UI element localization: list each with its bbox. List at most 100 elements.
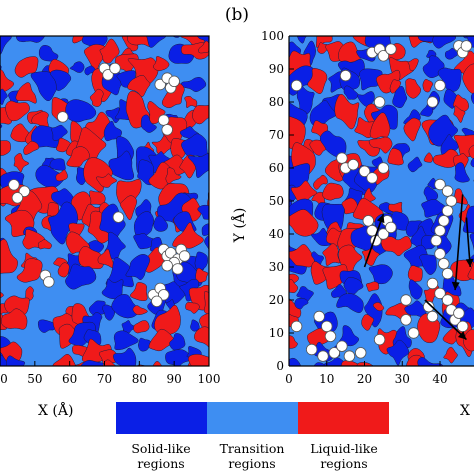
legend-swatch-solid xyxy=(116,402,207,434)
left-map-xtick-label-3: 80 xyxy=(132,372,147,386)
left-map-liquid-region-76 xyxy=(13,153,30,173)
right-map-solid-region-39 xyxy=(343,85,359,100)
left-map-atom-26 xyxy=(151,295,163,308)
right-map-liquid-region-145 xyxy=(407,265,423,282)
left-map-liquid-region-184 xyxy=(154,304,181,336)
left-map-liquid-region-25 xyxy=(153,56,170,72)
left-map-liquid-region-149 xyxy=(16,258,43,283)
right-map-solid-region-130 xyxy=(469,232,474,251)
right-map-atom-33 xyxy=(441,267,454,280)
left-map-solid-region-204 xyxy=(5,355,26,366)
legend-swatch-transition xyxy=(207,402,298,434)
left-map-liquid-region-157 xyxy=(0,291,4,299)
right-map-xtick-label-4: 40 xyxy=(432,372,447,386)
right-map-solid-region-188 xyxy=(313,362,326,366)
right-map-liquid-region-36 xyxy=(462,63,474,95)
right-map-ytick-label-9: 90 xyxy=(269,62,284,76)
left-map-atom-1 xyxy=(18,185,31,198)
right-map-atom-11 xyxy=(290,79,303,92)
right-map-liquid-region-76 xyxy=(387,148,404,166)
right-map-atom-54 xyxy=(290,320,303,333)
legend-label-transition-line1: Transition xyxy=(220,441,285,456)
right-map-solid-region-187 xyxy=(298,367,314,383)
right-map-liquid-region-107 xyxy=(388,201,403,214)
legend-label-solid-line2: regions xyxy=(137,456,184,471)
right-map-liquid-region-22 xyxy=(407,58,419,71)
legend-swatch-liquid xyxy=(298,402,389,434)
right-map-liquid-region-172 xyxy=(289,335,298,349)
right-map-solid-region-45 xyxy=(470,92,474,105)
right-map-solid-region-193 xyxy=(417,357,444,366)
left-map-solid-region-0 xyxy=(0,36,12,56)
right-map-atom-12 xyxy=(336,152,348,164)
left-map-liquid-region-208 xyxy=(102,359,117,366)
right-map-atom-48 xyxy=(343,350,356,362)
left-map-atom-5 xyxy=(154,78,166,91)
right-map-ytick-label-3: 30 xyxy=(269,260,284,274)
right-map-atom-9 xyxy=(426,96,439,108)
right-map-atom-26 xyxy=(445,195,458,207)
right-map-atom-35 xyxy=(434,287,446,300)
left-map-solid-region-1 xyxy=(15,36,46,43)
left-map-liquid-region-32 xyxy=(127,74,151,97)
right-map-atom-10 xyxy=(434,79,446,92)
right-map-atom-40 xyxy=(453,307,465,319)
left-map-solid-region-6 xyxy=(146,36,167,48)
left-map-solid-region-191 xyxy=(137,337,152,352)
right-map-atom-16 xyxy=(366,172,378,184)
right-map-solid-region-153 xyxy=(408,279,423,300)
left-map-solid-region-181 xyxy=(121,320,136,334)
right-map-atom-18 xyxy=(362,215,375,227)
right-map-atom-3 xyxy=(385,43,397,55)
left-map-liquid-region-24 xyxy=(127,57,159,87)
right-map-arrow-3 xyxy=(424,299,468,341)
left-map-liquid-region-67 xyxy=(23,141,40,155)
left-map-liquid-region-73 xyxy=(151,135,175,155)
left-map-solid-region-148 xyxy=(194,251,208,271)
left-map-solid-region-63 xyxy=(140,114,157,133)
right-map-liquid-region-33 xyxy=(405,78,422,99)
right-map-atom-39 xyxy=(457,320,469,333)
right-map-atom-6 xyxy=(460,40,473,52)
left-map-solid-region-207 xyxy=(80,360,106,366)
right-map-atom-14 xyxy=(347,158,359,171)
right-map-liquid-region-134 xyxy=(322,243,341,266)
left-map-atom-25 xyxy=(157,289,170,301)
right-map-atom-44 xyxy=(306,343,318,356)
left-map-solid-region-169 xyxy=(111,294,140,319)
right-map-solid-region-159 xyxy=(364,293,383,328)
right-map-liquid-region-78 xyxy=(423,152,434,163)
right-map-xtick-label-2: 20 xyxy=(357,372,372,386)
left-map-liquid-region-150 xyxy=(57,262,70,278)
right-map-liquid-region-66 xyxy=(368,136,393,154)
left-map-liquid-region-192 xyxy=(148,328,175,352)
left-map-liquid-region-89 xyxy=(55,169,68,182)
right-map-solid-region-47 xyxy=(309,100,337,127)
right-map-atom-41 xyxy=(313,310,325,323)
right-map-solid-region-81 xyxy=(470,157,474,168)
right-map-atom-46 xyxy=(328,347,341,359)
right-map-ytick-label-4: 40 xyxy=(269,227,284,241)
right-map-atom-50 xyxy=(373,333,386,346)
left-map-atom-28 xyxy=(43,276,55,288)
right-map-solid-region-151 xyxy=(343,276,364,295)
right-x-axis-title: X xyxy=(460,403,470,419)
right-map-atom-15 xyxy=(358,165,371,178)
right-map-solid-region-30 xyxy=(359,68,383,91)
left-map-liquid-region-174 xyxy=(203,291,209,315)
left-map-liquid-region-182 xyxy=(133,320,150,334)
right-map-atom-7 xyxy=(339,69,352,82)
left-map-liquid-region-39 xyxy=(89,88,104,107)
left-map-atom-9 xyxy=(57,111,69,123)
right-map-liquid-region-48 xyxy=(334,94,360,130)
right-map-liquid-region-79 xyxy=(432,149,459,168)
left-map-liquid-region-176 xyxy=(1,308,28,330)
left-map-liquid-region-111 xyxy=(119,195,137,221)
right-map-liquid-region-92 xyxy=(290,180,318,205)
right-map-ytick-label-0: 0 xyxy=(276,359,284,373)
right-map-liquid-region-94 xyxy=(322,182,344,201)
right-map-solid-region-157 xyxy=(294,297,309,310)
left-map-liquid-region-137 xyxy=(172,222,204,249)
left-map-liquid-region-95 xyxy=(165,167,182,184)
